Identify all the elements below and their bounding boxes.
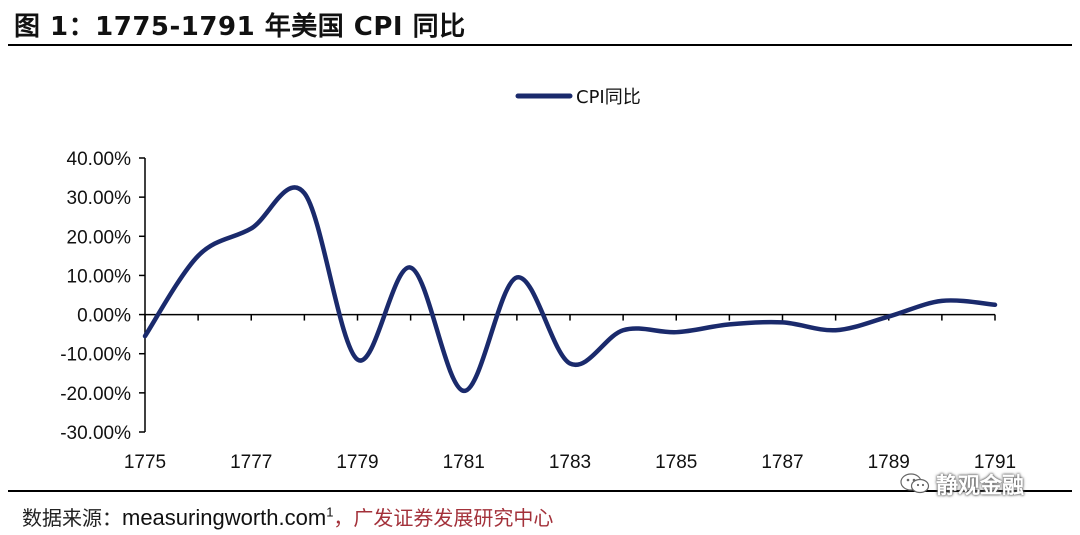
watermark-text: 静观金融 <box>936 474 1025 499</box>
x-tick-label: 1779 <box>336 452 378 473</box>
x-tick-label: 1777 <box>230 452 272 473</box>
x-tick-label: 1789 <box>868 452 910 473</box>
y-tick-label: -20.00% <box>60 384 131 405</box>
y-tick-label: 0.00% <box>77 306 131 327</box>
source-separator: ， <box>333 506 354 530</box>
source-footnote: 1 <box>326 504 334 520</box>
wechat-icon <box>900 473 930 494</box>
x-tick-label: 1775 <box>124 452 166 473</box>
watermark: 静观金融 <box>900 468 1024 500</box>
legend-label: CPI同比 <box>576 87 641 108</box>
y-tick-label: 10.00% <box>67 266 132 287</box>
title-rule <box>8 44 1072 46</box>
x-tick-label: 1785 <box>655 452 697 473</box>
y-tick-label: -10.00% <box>60 345 131 366</box>
source-site: measuringworth.com <box>122 505 327 530</box>
source-label: 数据来源： <box>22 506 122 530</box>
x-tick-label: 1781 <box>443 452 485 473</box>
x-tick-label: 1787 <box>761 452 803 473</box>
y-tick-label: -30.00% <box>60 423 131 444</box>
x-tick-label: 1783 <box>549 452 591 473</box>
y-tick-label: 40.00% <box>67 149 132 170</box>
x-tick-label: 1791 <box>974 452 1016 473</box>
y-tick-label: 20.00% <box>67 227 132 248</box>
figure-title: 图 1：1775-1791 年美国 CPI 同比 <box>14 12 466 42</box>
series-line-cpi <box>142 185 998 394</box>
source-org: 广发证券发展研究中心 <box>353 506 554 530</box>
y-tick-label: 30.00% <box>67 188 132 209</box>
cpi-line-chart: 40.00% 30.00% 20.00% 10.00% 0.00% -10.00% -20.… <box>60 87 1016 473</box>
source-note: 数据来源：measuringworth.com1，广发证券发展研究中心 <box>22 502 553 531</box>
source-rule <box>8 490 1072 492</box>
